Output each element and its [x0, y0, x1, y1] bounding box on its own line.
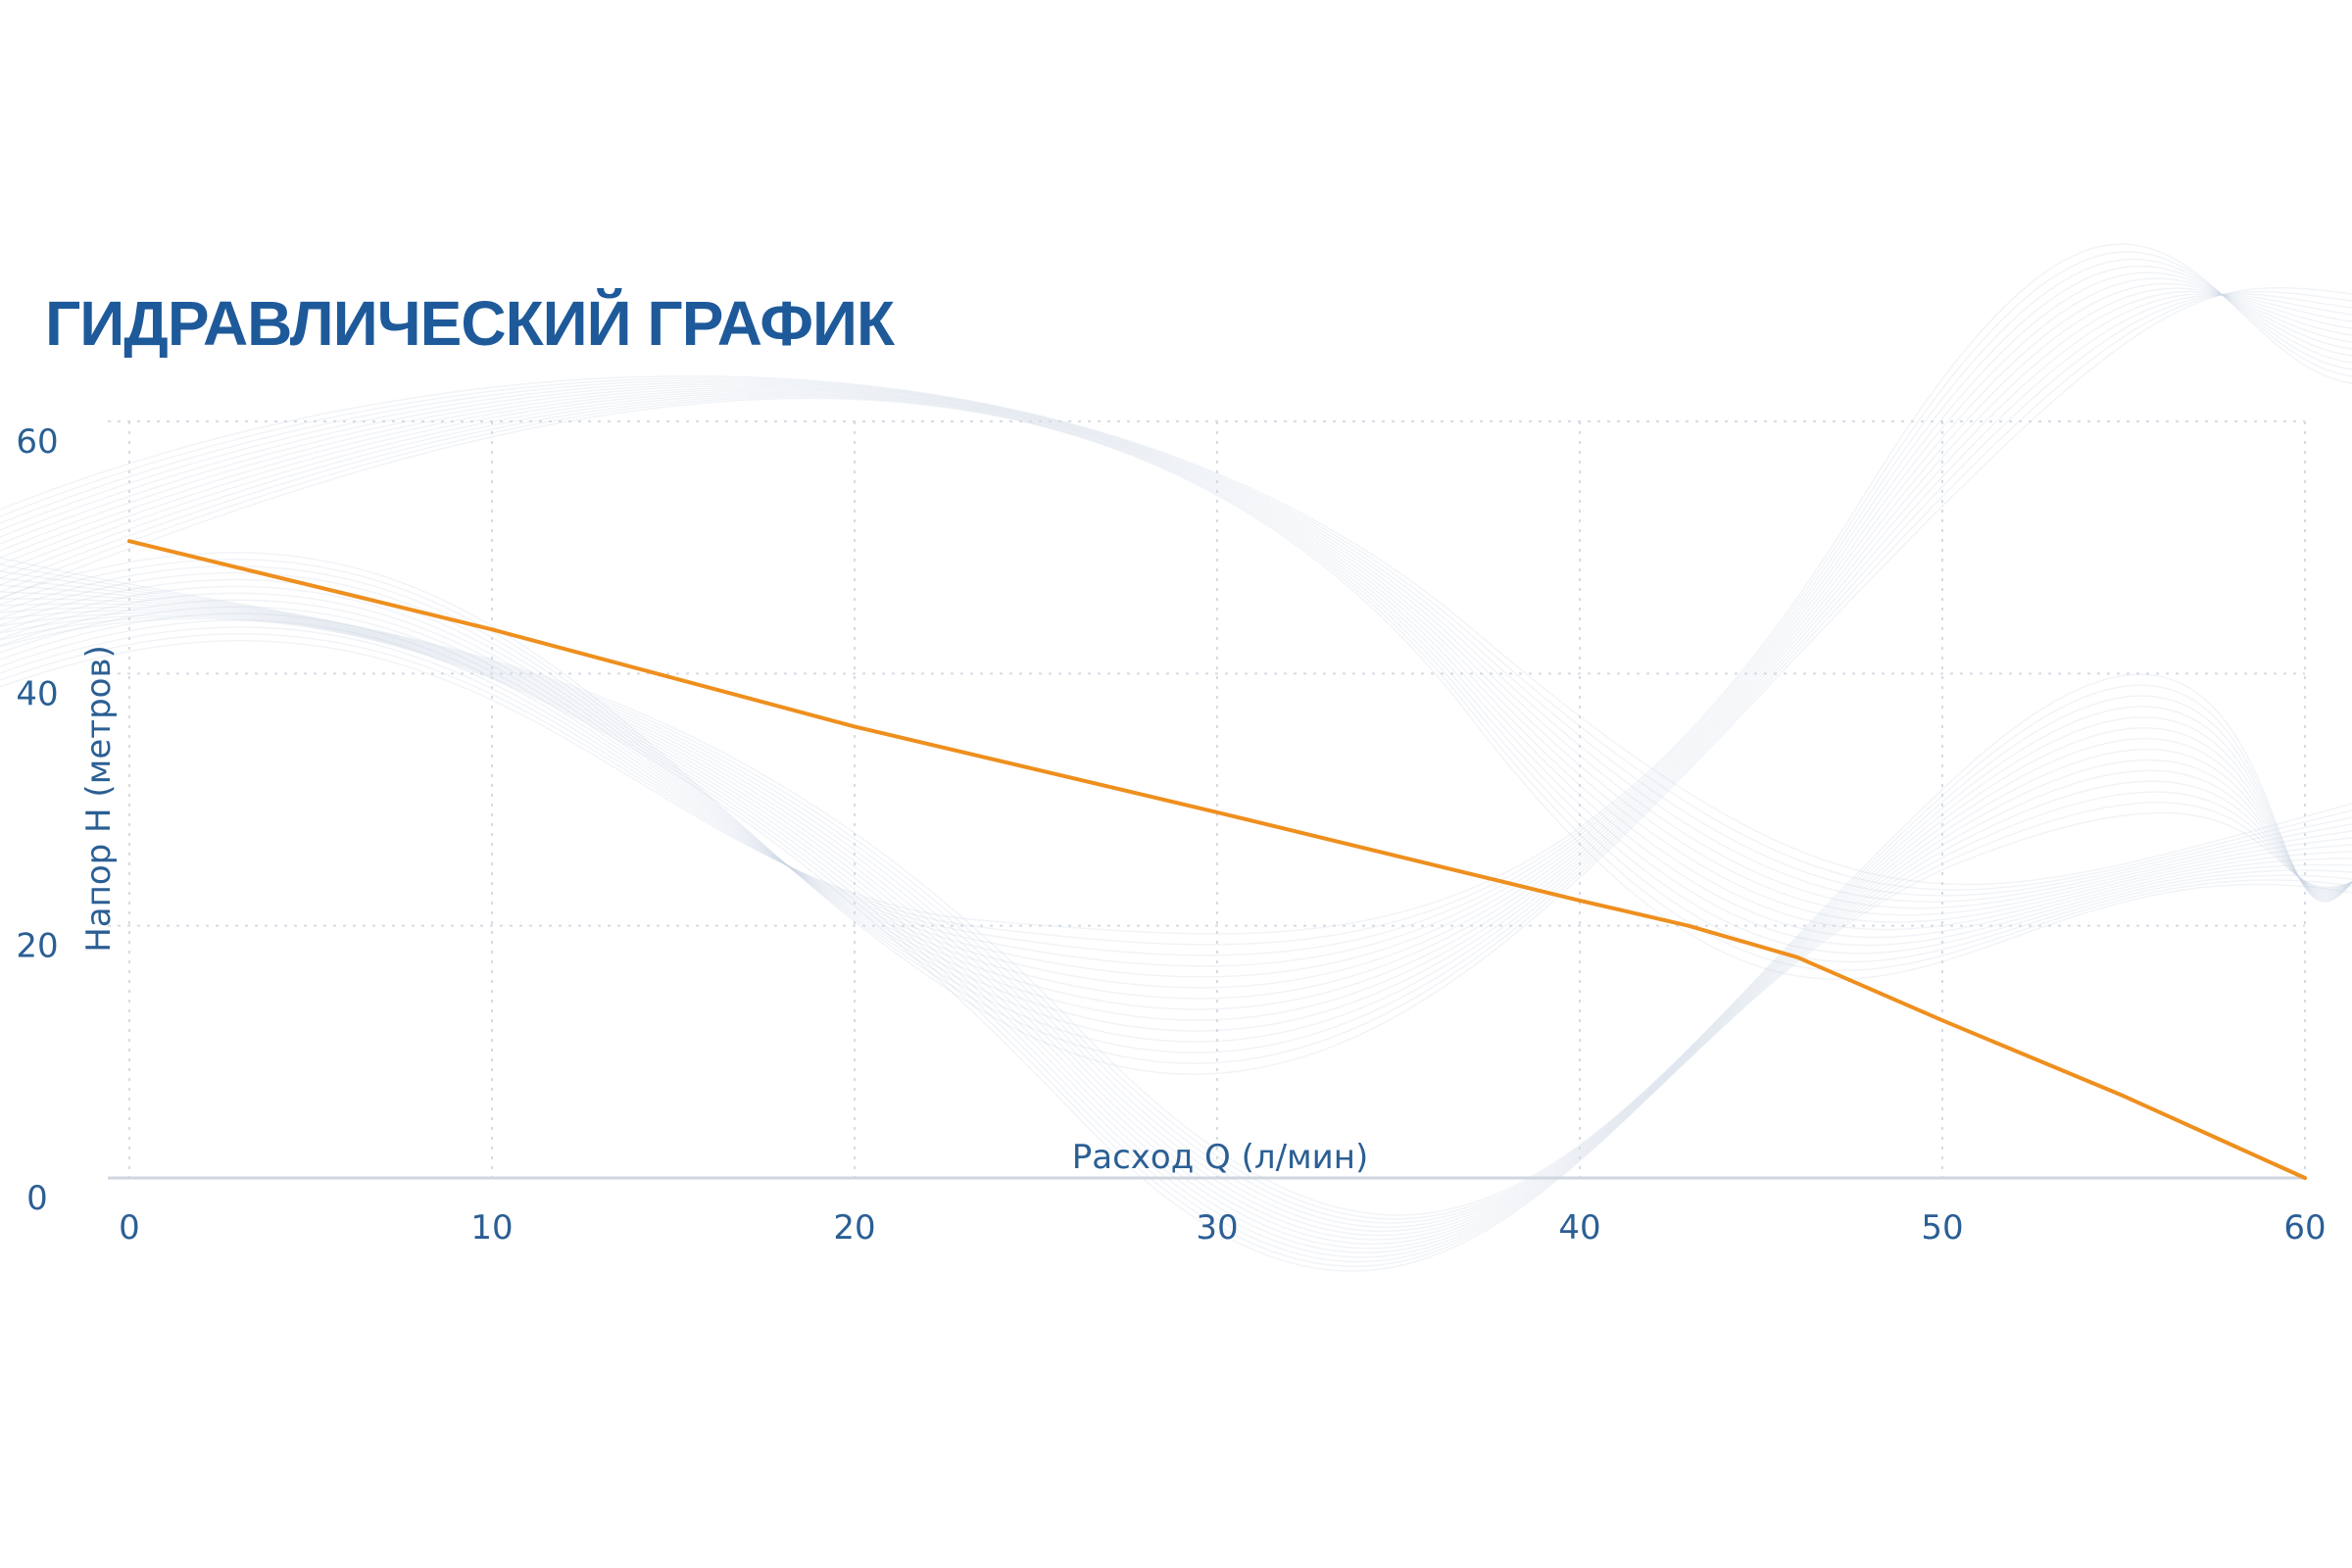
y-tick-label: 60	[16, 422, 58, 462]
tick-labels: 0 10 20 30 40 50 60 0 20 40 60	[16, 422, 2326, 1248]
wave-line	[0, 388, 2352, 931]
wave-line	[0, 287, 2352, 1010]
wave-line	[0, 386, 2352, 923]
wave-line	[0, 617, 2352, 1272]
wave-line	[0, 393, 2352, 955]
y-tick-label: 0	[26, 1179, 48, 1218]
x-tick-label: 40	[1558, 1208, 1600, 1248]
wave-line	[0, 290, 2352, 1064]
chart-title: ГИДРАВЛИЧЕСКИЙ ГРАФИК	[45, 287, 896, 359]
x-tick-label: 0	[119, 1208, 140, 1248]
wave-line	[0, 258, 2352, 956]
y-tick-label: 40	[16, 674, 58, 713]
x-axis-title: Расход Q (л/мин)	[1072, 1138, 1369, 1177]
wave-line	[0, 385, 2352, 916]
y-axis-title: Напор Н (метров)	[79, 645, 119, 953]
chart-panel	[0, 274, 2352, 1294]
wave-line	[0, 251, 2352, 946]
wave-line	[0, 570, 2352, 1224]
decorative-waves	[0, 243, 2352, 1272]
wave-line	[0, 607, 2352, 1250]
wave-line	[0, 383, 2352, 909]
series-line-head	[127, 539, 2307, 1180]
x-tick-label: 30	[1196, 1208, 1238, 1248]
wave-line	[0, 584, 2352, 1233]
wave-line	[0, 293, 2352, 1032]
x-tick-label: 20	[833, 1208, 875, 1248]
wave-line	[0, 397, 2352, 980]
wave-line	[0, 377, 2352, 891]
wave-line	[0, 294, 2352, 1043]
grid	[108, 420, 2306, 1178]
x-tick-label: 60	[2283, 1208, 2326, 1248]
y-tick-label: 20	[16, 927, 58, 966]
wave-line	[0, 277, 2352, 989]
series-layer	[127, 539, 2307, 1180]
wave-line	[0, 381, 2352, 903]
wave-line	[0, 375, 2352, 886]
wave-line	[0, 282, 2352, 1000]
x-tick-label: 50	[1921, 1208, 1963, 1248]
wave-line	[0, 598, 2352, 1241]
wave-line	[0, 379, 2352, 897]
wave-line	[0, 271, 2352, 978]
wave-line	[0, 591, 2352, 1237]
wave-line	[0, 265, 2352, 967]
wave-line	[0, 394, 2352, 963]
wave-line	[0, 390, 2352, 939]
wave-line	[0, 243, 2352, 935]
x-tick-label: 10	[470, 1208, 513, 1248]
wave-line	[0, 603, 2352, 1245]
wave-line	[0, 293, 2352, 1054]
wave-line	[0, 396, 2352, 971]
wave-line	[0, 613, 2352, 1263]
wave-line	[0, 391, 2352, 947]
wave-line	[0, 290, 2352, 1021]
